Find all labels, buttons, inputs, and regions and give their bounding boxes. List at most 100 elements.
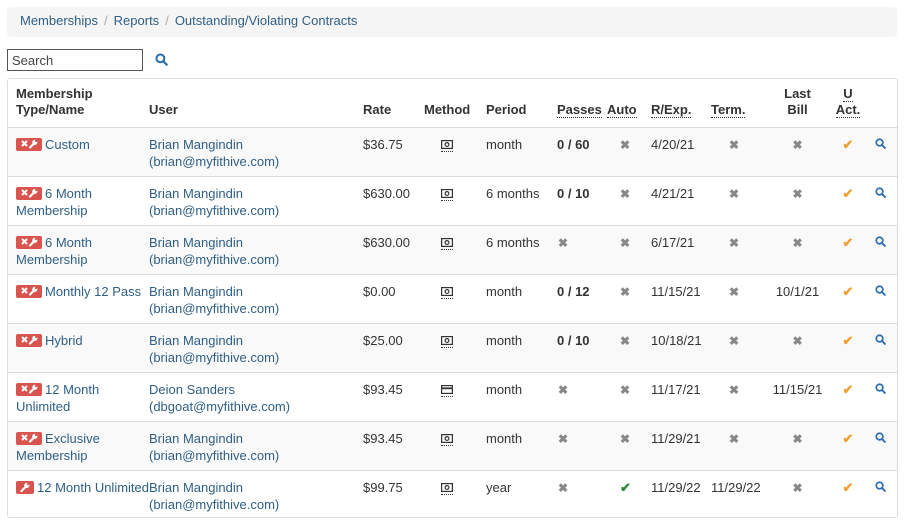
breadcrumb-reports[interactable]: Reports [113, 13, 160, 28]
user-cell: Brian Mangindin (brian@myfithive.com) [149, 176, 363, 225]
user-name[interactable]: Brian Mangindin [149, 136, 243, 152]
membership-name[interactable]: 6 Month Membership [16, 234, 92, 267]
membership-name[interactable]: 12 Month Unlimited [37, 479, 149, 495]
wrench-x-icon[interactable] [16, 186, 42, 200]
wrench-x-icon[interactable] [16, 235, 42, 249]
user-email: (brian@myfithive.com) [149, 300, 280, 316]
actions-cell [868, 323, 897, 372]
period-cell: year [486, 470, 557, 517]
user-email: (dbgoat@myfithive.com) [149, 398, 291, 414]
wrench-icon[interactable] [16, 480, 34, 494]
membership-name[interactable]: Exclusive Membership [16, 430, 100, 463]
col-membership: Membership Type/Name [16, 85, 93, 117]
search-icon[interactable] [875, 234, 886, 251]
rexp-cell: 10/18/21 [651, 323, 711, 372]
wrench-x-icon[interactable] [16, 333, 42, 347]
period-cell: month [486, 127, 557, 176]
table-row: 6 Month Membership Brian Mangindin (brian@… [8, 225, 897, 274]
col-last-bill: Last Bill [784, 85, 811, 117]
search-icon[interactable] [875, 479, 886, 496]
x-icon: ✖ [558, 431, 569, 446]
x-icon: ✖ [620, 137, 631, 152]
term-cell: ✖ [711, 127, 767, 176]
x-icon: ✖ [792, 186, 803, 201]
user-name[interactable]: Brian Mangindin [149, 185, 243, 201]
term-cell: ✖ [711, 225, 767, 274]
term-cell: ✖ [711, 372, 767, 421]
passes-value: 0 / 10 [557, 332, 590, 348]
period-cell: month [486, 274, 557, 323]
wrench-x-icon[interactable] [16, 431, 42, 445]
rate-cell: $630.00 [363, 225, 424, 274]
last-bill-cell: ✖ [767, 323, 828, 372]
passes-cell: 0 / 60 [557, 127, 607, 176]
auto-cell: ✖ [607, 421, 651, 470]
search-icon[interactable] [875, 185, 886, 202]
wrench-x-icon[interactable] [16, 382, 42, 396]
breadcrumb-memberships[interactable]: Memberships [20, 13, 99, 28]
x-icon: ✖ [620, 382, 631, 397]
user-name[interactable]: Brian Mangindin [149, 234, 243, 250]
table-row: Exclusive Membership Brian Mangindin (bria… [8, 421, 897, 470]
passes-cell: ✖ [557, 421, 607, 470]
wrench-x-icon[interactable] [16, 284, 42, 298]
wrench-x-icon[interactable] [16, 137, 42, 151]
rate-value: $25.00 [363, 332, 403, 348]
passes-cell: 0 / 12 [557, 274, 607, 323]
search-icon[interactable] [875, 332, 886, 349]
auto-cell: ✔ [607, 470, 651, 517]
checkmark-icon: ✔ [842, 332, 854, 348]
checkmark-icon: ✔ [842, 430, 854, 446]
membership-cell: 6 Month Membership [8, 225, 149, 274]
passes-value: 0 / 10 [557, 185, 590, 201]
search-icon[interactable] [875, 430, 886, 447]
checkmark-icon: ✔ [842, 234, 854, 250]
auto-cell: ✖ [607, 323, 651, 372]
term-cell: ✖ [711, 323, 767, 372]
search-icon[interactable] [875, 283, 886, 300]
search-input[interactable] [7, 49, 143, 71]
search-icon[interactable] [875, 136, 886, 153]
user-cell: Brian Mangindin (brian@myfithive.com) [149, 274, 363, 323]
user-name[interactable]: Brian Mangindin [149, 332, 243, 348]
membership-cell: 12 Month Unlimited [8, 372, 149, 421]
method-cell [424, 421, 486, 470]
membership-name[interactable]: 6 Month Membership [16, 185, 92, 218]
search-icon[interactable] [875, 381, 886, 398]
membership-name[interactable]: Hybrid [45, 332, 83, 348]
user-name[interactable]: Brian Mangindin [149, 479, 243, 495]
method-cell [424, 470, 486, 517]
rate-value: $36.75 [363, 136, 403, 152]
uact-cell: ✔ [828, 127, 868, 176]
checkmark-icon: ✔ [620, 479, 631, 495]
user-email: (brian@myfithive.com) [149, 153, 280, 169]
user-name[interactable]: Deion Sanders [149, 381, 235, 397]
col-passes: Passes [557, 101, 602, 118]
cash-icon [441, 335, 454, 348]
rate-value: $93.45 [363, 430, 403, 446]
period-cell: month [486, 323, 557, 372]
user-name[interactable]: Brian Mangindin [149, 283, 243, 299]
col-method: Method [424, 101, 471, 117]
rate-cell: $93.45 [363, 421, 424, 470]
user-name[interactable]: Brian Mangindin [149, 430, 243, 446]
membership-name[interactable]: Monthly 12 Pass [45, 283, 142, 299]
breadcrumb-current[interactable]: Outstanding/Violating Contracts [174, 13, 358, 28]
x-icon: ✖ [558, 480, 569, 495]
col-period: Period [486, 101, 527, 117]
x-icon: ✖ [792, 480, 803, 495]
search-icon[interactable] [155, 53, 168, 69]
passes-cell: ✖ [557, 225, 607, 274]
search-bar [7, 49, 168, 71]
breadcrumb-separator: / [165, 13, 169, 28]
last-bill-cell: 11/15/21 [767, 372, 828, 421]
rexp-cell: 4/21/21 [651, 176, 711, 225]
last-bill-cell: ✖ [767, 127, 828, 176]
membership-name[interactable]: Custom [45, 136, 90, 152]
membership-cell: Custom [8, 127, 149, 176]
actions-cell [868, 225, 897, 274]
auto-cell: ✖ [607, 274, 651, 323]
period-cell: month [486, 372, 557, 421]
membership-name[interactable]: 12 Month Unlimited [16, 381, 100, 414]
x-icon: ✖ [620, 284, 631, 299]
